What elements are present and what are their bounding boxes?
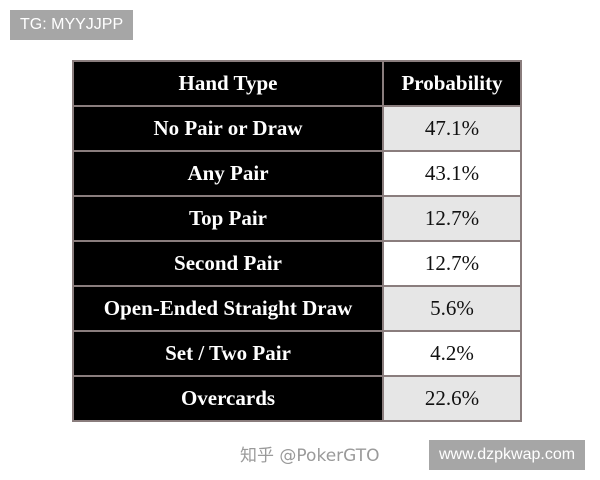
site-watermark: www.dzpkwap.com <box>429 440 586 470</box>
table-row: Top Pair 12.7% <box>72 195 522 242</box>
zhihu-watermark: 知乎 @PokerGTO <box>240 446 380 466</box>
tg-watermark: TG: MYYJJPP <box>10 10 134 40</box>
probability-cell: 12.7% <box>382 240 522 287</box>
table-row: Any Pair 43.1% <box>72 150 522 197</box>
hand-probability-table: Hand Type Probability No Pair or Draw 47.… <box>72 60 522 422</box>
header-hand-type: Hand Type <box>72 60 384 107</box>
hand-type-cell: Top Pair <box>72 195 384 242</box>
hand-type-cell: Overcards <box>72 375 384 422</box>
probability-cell: 5.6% <box>382 285 522 332</box>
table-row: Overcards 22.6% <box>72 375 522 422</box>
hand-type-cell: Set / Two Pair <box>72 330 384 377</box>
hand-type-cell: Open-Ended Straight Draw <box>72 285 384 332</box>
probability-cell: 47.1% <box>382 105 522 152</box>
table-header-row: Hand Type Probability <box>72 60 522 107</box>
header-probability: Probability <box>382 60 522 107</box>
table-row: Second Pair 12.7% <box>72 240 522 287</box>
hand-type-cell: No Pair or Draw <box>72 105 384 152</box>
probability-cell: 43.1% <box>382 150 522 197</box>
probability-cell: 12.7% <box>382 195 522 242</box>
table-row: Open-Ended Straight Draw 5.6% <box>72 285 522 332</box>
table-row: No Pair or Draw 47.1% <box>72 105 522 152</box>
table-row: Set / Two Pair 4.2% <box>72 330 522 377</box>
hand-type-cell: Second Pair <box>72 240 384 287</box>
probability-cell: 4.2% <box>382 330 522 377</box>
probability-cell: 22.6% <box>382 375 522 422</box>
hand-type-cell: Any Pair <box>72 150 384 197</box>
